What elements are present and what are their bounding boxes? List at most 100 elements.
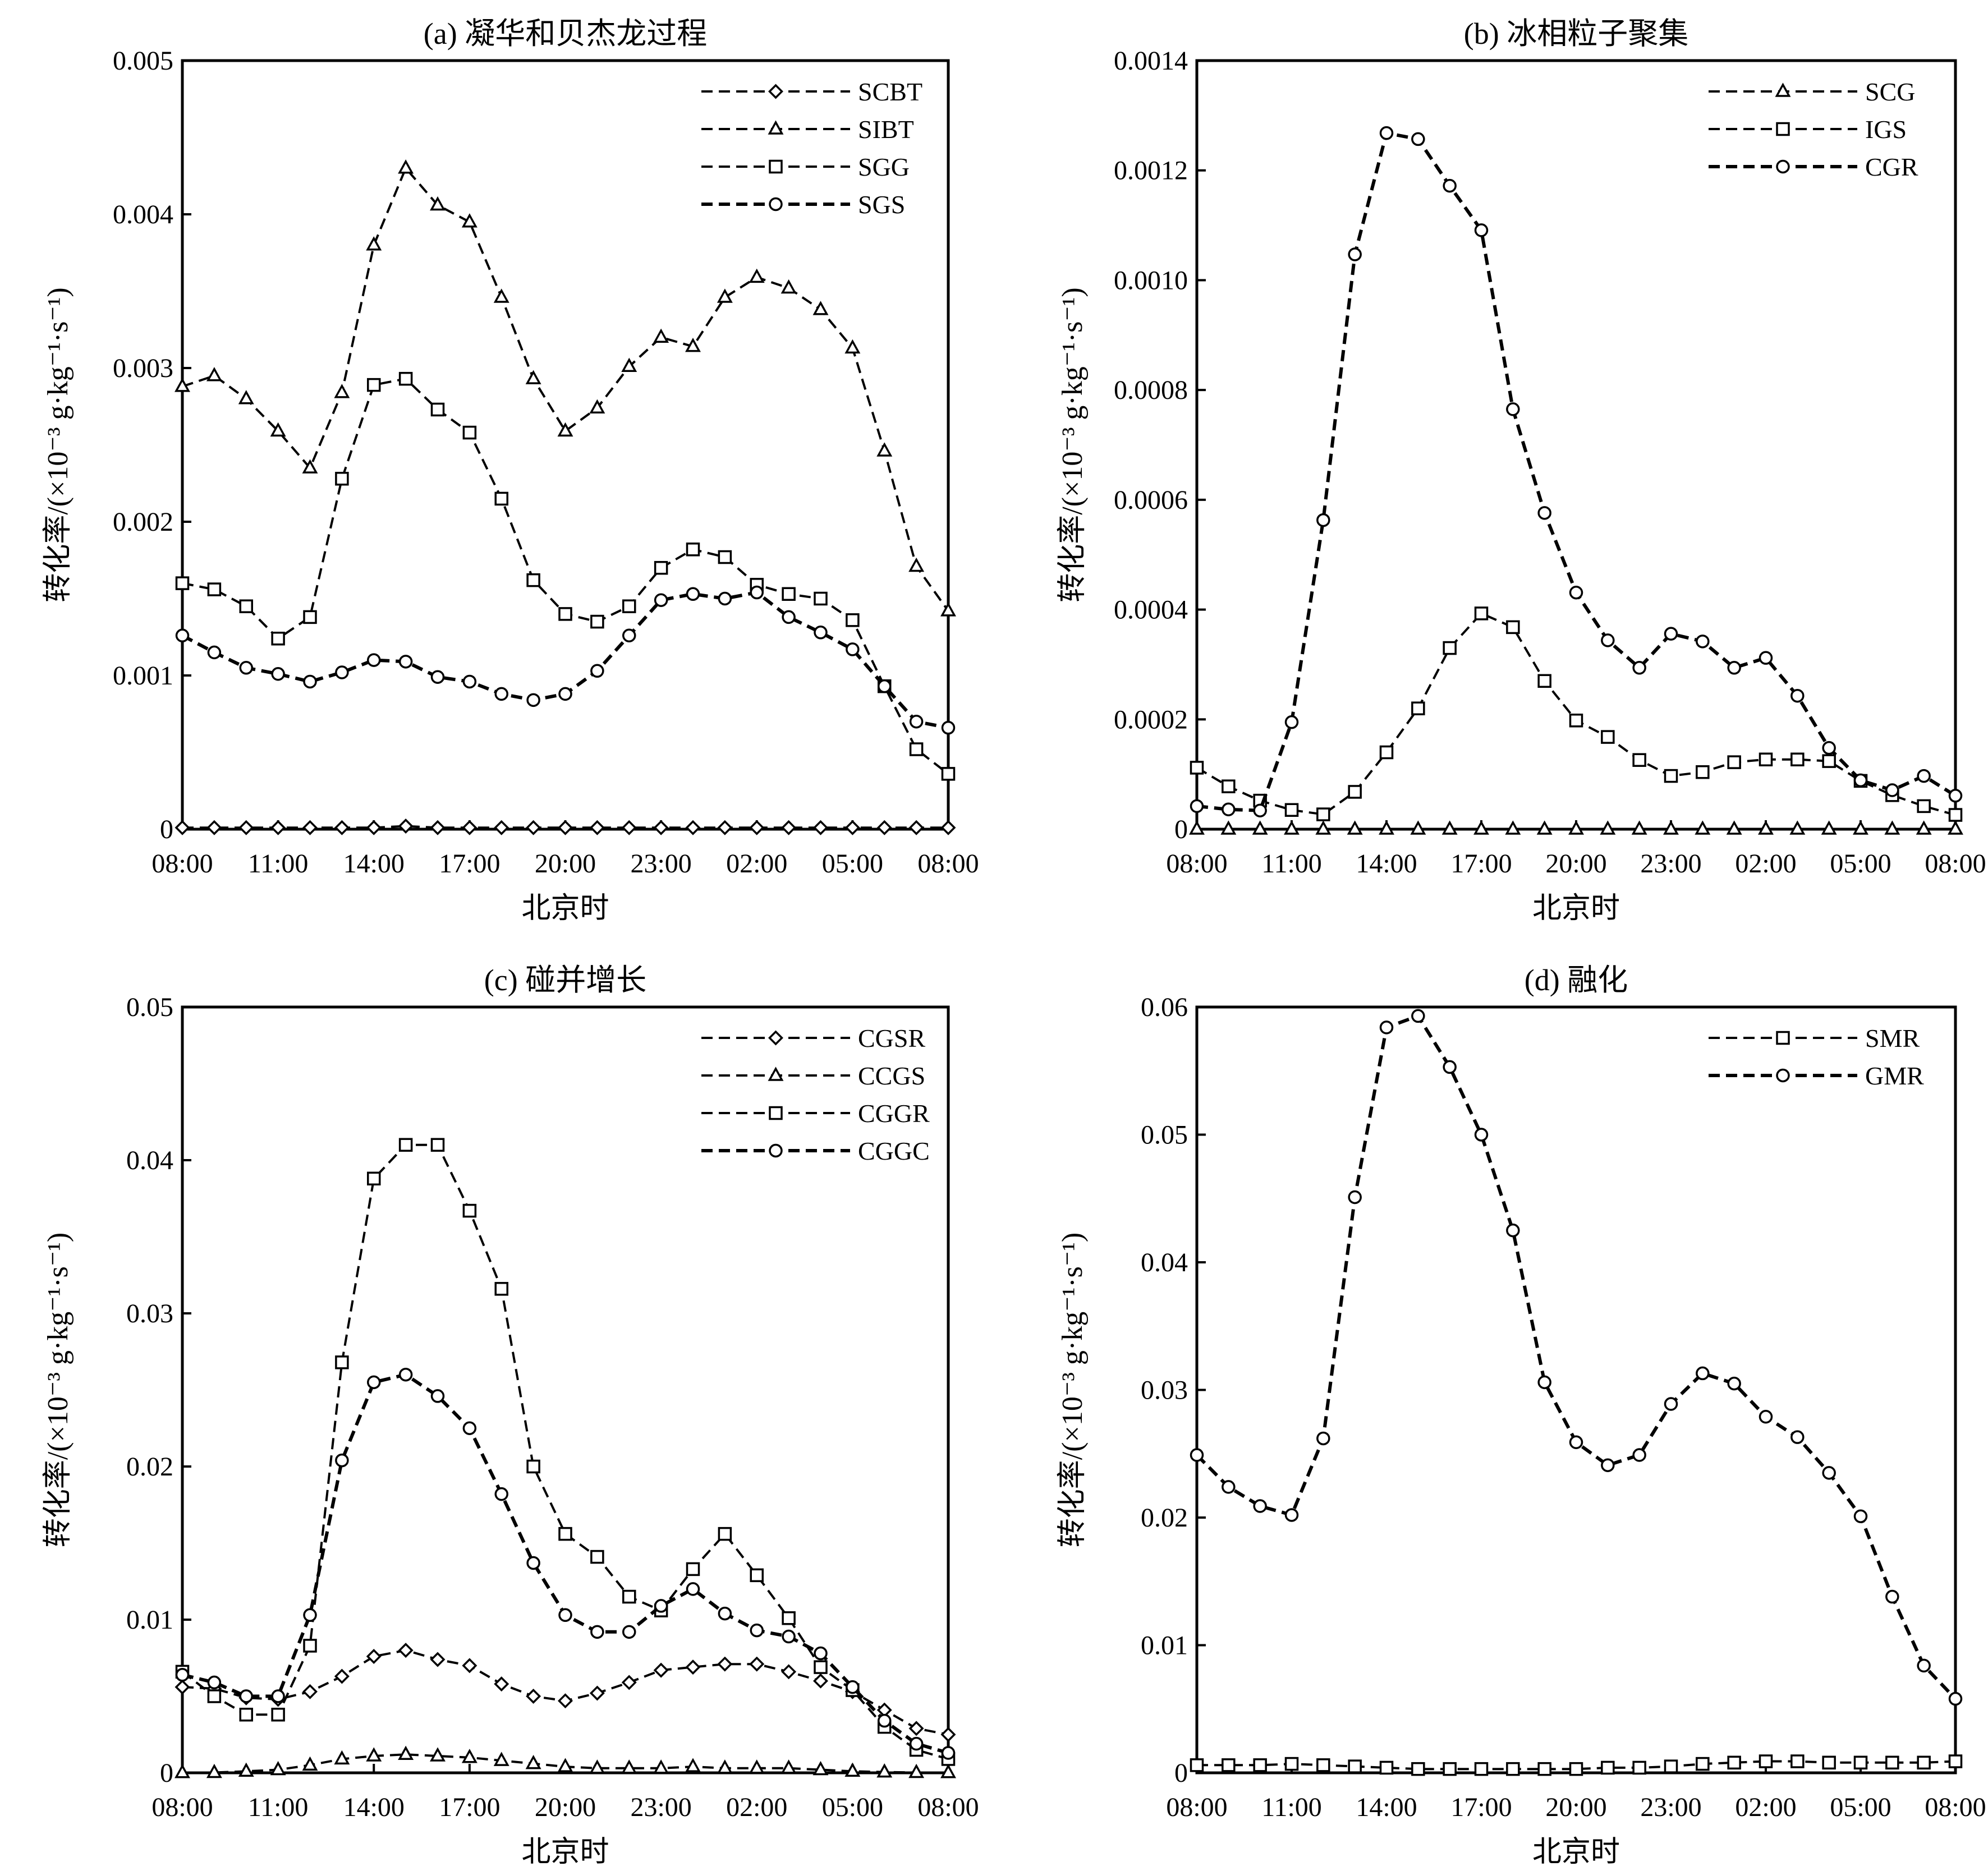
data-point: [430, 196, 446, 211]
data-point: [653, 1662, 669, 1678]
data-point: [622, 1589, 636, 1604]
legend-marker: [1776, 1068, 1790, 1083]
data-point: [398, 1643, 414, 1658]
data-point: [1190, 1758, 1204, 1772]
x-axis-label: 北京时: [521, 1836, 609, 1868]
data-point: [621, 1759, 637, 1774]
data-point: [1569, 713, 1583, 728]
y-tick-label: 0.0014: [1114, 46, 1188, 76]
y-tick-label: 0: [1174, 1758, 1188, 1788]
data-point: [1506, 620, 1520, 635]
legend-marker: [768, 1066, 784, 1081]
data-point: [1474, 1128, 1489, 1142]
data-point: [1601, 1458, 1615, 1472]
data-point: [207, 1675, 222, 1690]
data-point: [1443, 1060, 1457, 1074]
data-point: [1917, 1755, 1931, 1770]
data-point: [1917, 799, 1931, 813]
data-point: [940, 602, 956, 617]
data-point: [718, 550, 732, 564]
legend-label: SCBT: [858, 77, 922, 106]
legend-entry: CGGR: [701, 1099, 930, 1128]
data-point: [717, 288, 733, 303]
data-point: [1948, 1691, 1963, 1706]
legend-entry: CGGC: [701, 1137, 930, 1165]
data-point: [1284, 1508, 1299, 1522]
y-tick-label: 0.05: [126, 992, 173, 1022]
data-point: [175, 1764, 190, 1778]
data-point: [462, 425, 477, 440]
x-tick-label: 14:00: [1356, 1792, 1417, 1822]
legend-label: SMR: [1865, 1024, 1920, 1052]
x-tick-label: 14:00: [1356, 849, 1417, 879]
x-tick-label: 05:00: [1830, 1792, 1891, 1822]
data-point: [1379, 745, 1394, 760]
data-point: [398, 1745, 414, 1760]
data-point: [1537, 674, 1551, 688]
data-point: [878, 1713, 892, 1728]
data-point: [335, 1355, 349, 1369]
data-point: [558, 1693, 573, 1709]
data-point: [303, 610, 317, 624]
y-tick-label: 0.0012: [1114, 156, 1188, 186]
data-point: [1537, 1375, 1551, 1390]
data-point: [1696, 1757, 1710, 1771]
data-point: [1759, 1754, 1773, 1768]
series-line: [1195, 1014, 1957, 1700]
data-point: [1916, 820, 1932, 835]
data-point: [1885, 783, 1899, 797]
series-line: [182, 166, 949, 612]
data-point: [494, 1487, 508, 1501]
data-point: [1537, 506, 1551, 520]
data-point: [557, 1758, 573, 1772]
data-point: [846, 1680, 860, 1694]
data-point: [1411, 701, 1425, 715]
data-point: [621, 1675, 637, 1690]
data-point: [1664, 769, 1678, 783]
y-tick-label: 0.0006: [1114, 485, 1188, 515]
legend-marker: [768, 84, 783, 99]
data-point: [1696, 635, 1710, 649]
data-point: [1822, 741, 1836, 755]
data-point: [1789, 820, 1806, 835]
legend-label: IGS: [1865, 115, 1907, 144]
data-point: [1474, 223, 1489, 237]
data-point: [749, 820, 765, 835]
y-axis-label: 转化率/(×10⁻³ g·kg⁻¹·s⁻¹): [1057, 287, 1089, 602]
data-point: [271, 667, 285, 681]
data-point: [750, 1568, 764, 1583]
legend-label: SGS: [858, 190, 905, 219]
legend-entry: SCBT: [701, 77, 922, 106]
data-point: [1568, 820, 1584, 835]
data-point: [558, 607, 572, 621]
data-point: [1664, 1397, 1678, 1411]
data-point: [367, 378, 381, 392]
x-tick-label: 08:00: [1925, 1792, 1986, 1822]
data-point: [685, 1659, 701, 1675]
data-point: [430, 1747, 446, 1762]
data-point: [589, 399, 605, 413]
data-point: [175, 820, 190, 835]
data-point: [941, 767, 956, 781]
data-point: [494, 687, 508, 701]
x-tick-label: 23:00: [1640, 1792, 1701, 1822]
data-point: [1189, 820, 1205, 835]
data-point: [238, 390, 254, 404]
chart-panel-2: (b) 冰相粒子聚集 0 0.0002 0.0004 0.0006 0.0008 0.001…: [1057, 17, 1986, 925]
data-point: [654, 593, 668, 607]
data-point: [878, 679, 892, 693]
data-point: [718, 1527, 732, 1541]
data-point: [398, 819, 414, 834]
y-tick-label: 0.01: [1141, 1631, 1188, 1661]
data-point: [1284, 1757, 1299, 1771]
data-point: [717, 820, 733, 835]
series-SGG: [175, 371, 956, 781]
data-point: [1822, 1466, 1836, 1480]
data-point: [1917, 1658, 1931, 1673]
data-point: [1220, 820, 1237, 835]
data-point: [1506, 1223, 1520, 1238]
x-tick-label: 20:00: [1545, 1792, 1606, 1822]
data-point: [526, 1689, 541, 1704]
y-tick-label: 0.03: [126, 1299, 173, 1328]
data-point: [1727, 1755, 1741, 1770]
